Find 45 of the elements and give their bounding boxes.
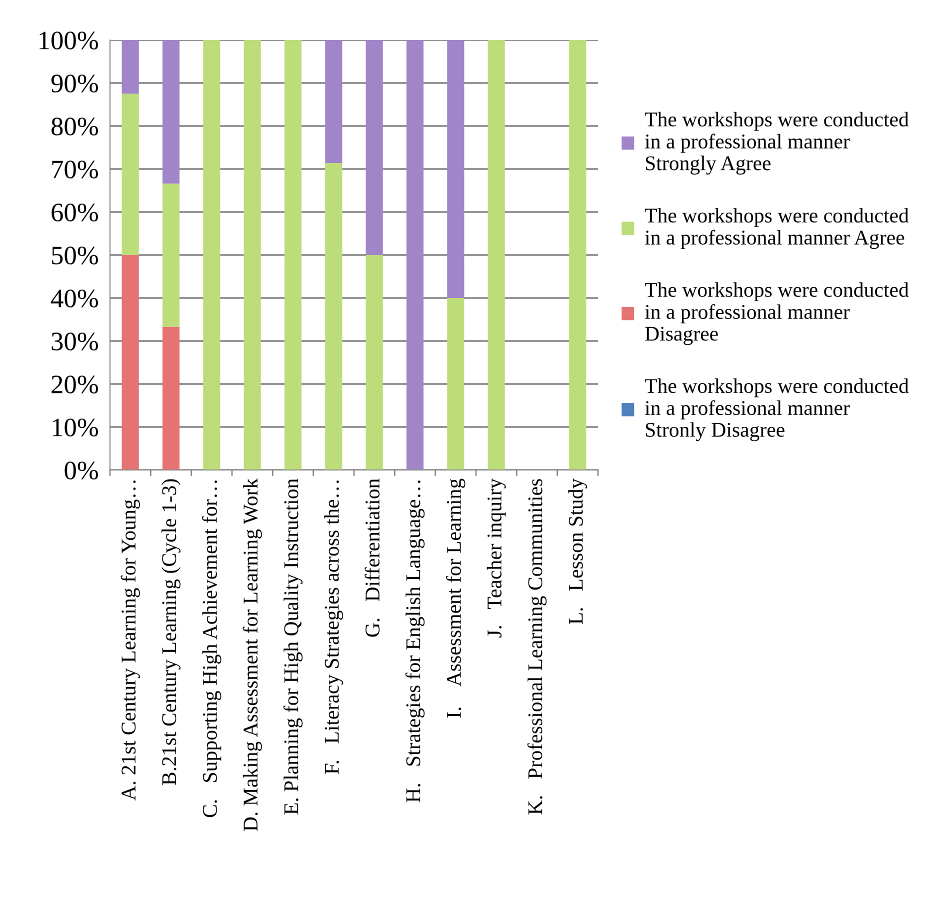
bar	[162, 184, 180, 327]
x-tick-label: K. Professional Learning Communities	[527, 479, 547, 814]
x-tick-label: J. Teacher inquiry	[486, 478, 506, 638]
x-tick-label: F. Literacy Strategies across the…	[324, 480, 344, 774]
bar	[122, 94, 139, 255]
x-tick-label: I. Assessment for Learning	[446, 478, 466, 718]
bar	[325, 162, 342, 470]
x-tick-label: D. Making Assessment for Learning Work	[242, 478, 262, 831]
bar	[122, 255, 139, 470]
bar	[244, 40, 261, 470]
y-tick-label: 70%	[52, 160, 98, 178]
bar	[366, 40, 383, 255]
y-tick-label: 80%	[52, 118, 98, 136]
x-tick-label: B.21st Century Learning (Cycle 1-3)	[162, 479, 180, 785]
x-tick-label: L. Lesson Study	[568, 478, 588, 624]
legend-label: The workshops were conducted in a professional manner Stronly Disagree	[644, 378, 909, 442]
x-tick-label: G. Differentiation	[364, 478, 380, 637]
bar	[122, 40, 139, 94]
y-tick-label: 100%	[40, 32, 98, 50]
bar	[162, 326, 180, 470]
y-tick-label: 40%	[51, 290, 98, 308]
y-tick-label: 20%	[52, 376, 98, 394]
x-tick-label: C. Supporting High Achievement for…	[202, 480, 222, 818]
y-tick-label: 50%	[52, 246, 98, 264]
legend-label: The workshops were conducted in a professional manner Agree	[644, 208, 909, 249]
bar	[569, 40, 586, 470]
legend-label: The workshops were conducted in a professional manner Disagree	[644, 282, 909, 346]
x-tick-label: H. Strategies for English Language…	[405, 480, 425, 802]
y-tick-label: 30%	[52, 332, 98, 350]
x-tick-label: E. Planning for High Quality Instruction	[283, 478, 303, 814]
y-tick-label: 0%	[64, 462, 98, 480]
y-tick-label: 90%	[51, 74, 98, 92]
bar	[284, 40, 302, 470]
bar	[366, 255, 383, 470]
x-tick-label: A. 21st Century Learning for Young…	[120, 480, 140, 800]
bar	[325, 40, 342, 163]
bar	[488, 40, 505, 470]
legend-label: The workshops were conducted in a professional manner Strongly Agree	[644, 112, 909, 175]
bar	[447, 298, 464, 470]
bar	[447, 40, 464, 298]
bar	[203, 40, 220, 470]
bar	[406, 40, 424, 470]
bar	[162, 40, 180, 184]
y-tick-label: 10%	[52, 418, 98, 436]
y-tick-label: 60%	[52, 204, 98, 222]
